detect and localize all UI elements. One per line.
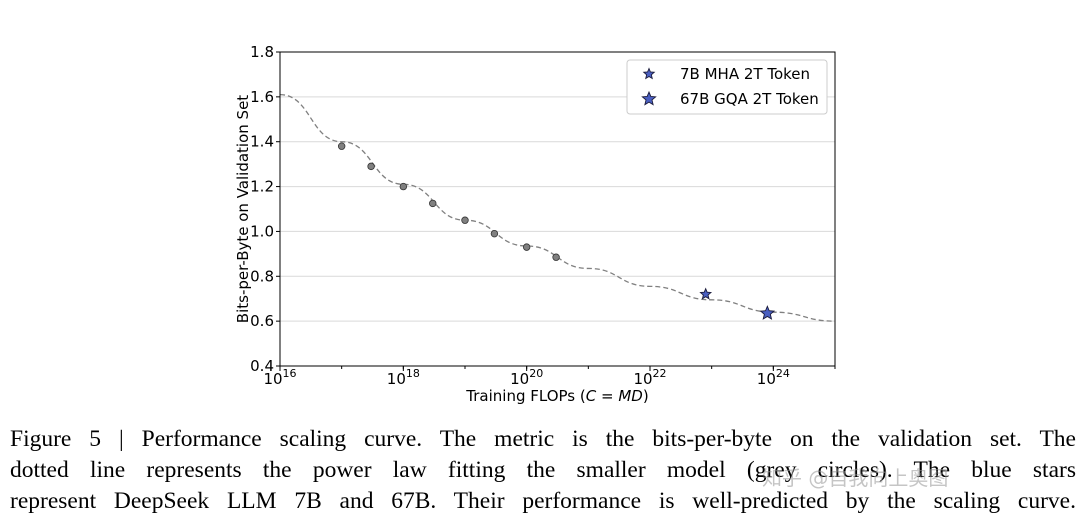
legend-box: [626, 59, 828, 115]
caption-line: Figure 5 | Performance scaling curve. Th…: [10, 426, 1076, 452]
y-tick-label: 1.4: [250, 133, 274, 151]
x-axis-title-part: C: [586, 387, 597, 405]
caption-line: dotted line represents the power law fit…: [10, 457, 1076, 483]
grey-circle-point: [367, 162, 375, 171]
y-tick-label: 0.6: [250, 312, 274, 330]
x-tick-label: 1020: [510, 367, 543, 388]
x-tick-exponent: 16: [283, 367, 297, 380]
y-tick-label: 0.4: [250, 357, 274, 375]
x-tick-base: 10: [757, 370, 776, 388]
grey-circle-point: [461, 216, 469, 224]
y-tick-label: 1.0: [250, 222, 274, 240]
points-layer: [337, 142, 776, 320]
legend-label: 7B MHA 2T Token: [680, 65, 810, 83]
x-tick-label: 1016: [263, 367, 296, 388]
x-axis-title-part: Training FLOPs (: [465, 387, 585, 405]
legend-star-icon: [642, 67, 656, 80]
x-tick-label: 1018: [387, 367, 420, 388]
x-tick-exponent: 18: [406, 367, 420, 380]
legend: 7B MHA 2T Token 67B GQA 2T Token: [626, 59, 828, 115]
plot-frame: [279, 51, 836, 367]
x-tick-exponent: 22: [653, 367, 667, 380]
grey-circle-point: [337, 142, 346, 150]
curve-layer: [279, 93, 836, 322]
y-axis-title: Bits-per-Byte on Validation Set: [234, 95, 252, 323]
x-tick-label: 1024: [757, 367, 790, 388]
x-tick-exponent: 20: [529, 367, 543, 380]
legend-label: 67B GQA 2T Token: [680, 90, 819, 108]
grid-layer: [280, 51, 835, 367]
grey-circle-point: [399, 182, 408, 191]
legend-star-icon: [641, 90, 657, 106]
x-axis-title-part: =: [596, 387, 618, 405]
x-tick-base: 10: [387, 370, 406, 388]
x-tick-label: 1022: [633, 367, 666, 388]
watermark: 知乎 @自我向上奥图: [762, 466, 949, 490]
grey-circle-point: [429, 199, 437, 208]
figure-caption: Figure 5 | Performance scaling curve. Th…: [10, 424, 1076, 517]
x-axis-title-part: ): [643, 387, 649, 405]
x-tick-base: 10: [510, 370, 529, 388]
y-tick-label: 1.8: [250, 43, 274, 61]
caption-line: represent DeepSeek LLM 7B and 67B. Their…: [10, 488, 1076, 514]
x-tick-base: 10: [263, 370, 282, 388]
x-axis-title: Training FLOPs (C = MD): [465, 387, 648, 405]
x-tick-base: 10: [633, 370, 652, 388]
grey-circle-point: [552, 253, 560, 261]
y-tick-label: 1.2: [250, 178, 274, 196]
grey-circle-point: [490, 229, 499, 238]
x-tick-exponent: 24: [776, 367, 790, 380]
grey-circle-point: [522, 243, 531, 251]
power-law-fit-curve: [279, 93, 836, 322]
y-tick-label: 1.6: [250, 88, 274, 106]
y-tick-label: 0.8: [250, 267, 274, 285]
7b-star-point: [699, 287, 713, 300]
x-axis-title-part: MD: [618, 387, 643, 405]
67b-star-point: [759, 305, 776, 320]
